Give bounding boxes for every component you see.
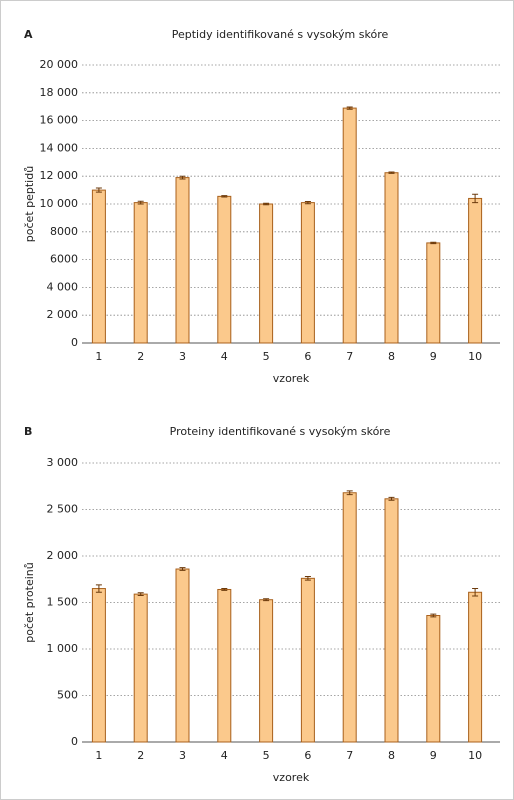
x-tick-label: 1 bbox=[95, 350, 102, 363]
chart-title: Peptidy identifikované s vysokým skóre bbox=[172, 28, 389, 41]
y-tick-label: 2 000 bbox=[47, 549, 79, 562]
error-bar bbox=[179, 175, 186, 180]
bar bbox=[175, 177, 190, 344]
x-tick-label: 8 bbox=[388, 749, 395, 762]
bar bbox=[175, 568, 190, 743]
x-tick-label: 10 bbox=[468, 350, 482, 363]
bar bbox=[384, 498, 399, 743]
x-tick-label: 7 bbox=[346, 350, 353, 363]
bar bbox=[91, 189, 106, 344]
x-tick-label: 3 bbox=[179, 350, 186, 363]
error-bar bbox=[263, 202, 270, 206]
y-tick-label: 4 000 bbox=[47, 280, 79, 293]
error-bar bbox=[346, 106, 353, 110]
bar bbox=[468, 591, 483, 743]
x-tick-label: 5 bbox=[263, 350, 270, 363]
y-tick-label: 16 000 bbox=[40, 114, 79, 127]
y-tick-label: 2 500 bbox=[47, 503, 79, 516]
chart-title: Proteiny identifikované s vysokým skóre bbox=[170, 425, 391, 438]
x-tick-label: 9 bbox=[430, 749, 437, 762]
error-bar bbox=[95, 584, 102, 593]
x-tick-label: 9 bbox=[430, 350, 437, 363]
bar bbox=[342, 492, 357, 743]
bar bbox=[133, 593, 148, 743]
bar bbox=[259, 203, 274, 344]
y-tick-label: 0 bbox=[71, 336, 78, 349]
x-tick-label: 4 bbox=[221, 350, 228, 363]
x-tick-label: 5 bbox=[263, 749, 270, 762]
bar bbox=[259, 599, 274, 743]
x-tick-label: 1 bbox=[95, 749, 102, 762]
y-tick-label: 20 000 bbox=[40, 58, 79, 71]
y-tick-label: 14 000 bbox=[40, 141, 79, 154]
y-tick-label: 1 000 bbox=[47, 642, 79, 655]
error-bar bbox=[430, 613, 437, 618]
error-bar bbox=[388, 171, 395, 174]
y-tick-label: 2 000 bbox=[47, 308, 79, 321]
y-tick-label: 1 500 bbox=[47, 596, 79, 609]
y-tick-label: 3 000 bbox=[47, 456, 79, 469]
y-tick-label: 8000 bbox=[50, 225, 78, 238]
y-tick-label: 12 000 bbox=[40, 169, 79, 182]
error-bar bbox=[304, 200, 311, 205]
bar bbox=[342, 107, 357, 344]
x-axis-label: vzorek bbox=[273, 771, 310, 784]
x-tick-label: 10 bbox=[468, 749, 482, 762]
error-bar bbox=[430, 241, 437, 245]
x-axis-label: vzorek bbox=[273, 372, 310, 385]
bar bbox=[217, 195, 232, 344]
x-tick-label: 7 bbox=[346, 749, 353, 762]
x-tick-label: 2 bbox=[137, 749, 144, 762]
bar bbox=[133, 202, 148, 344]
bar bbox=[217, 588, 232, 743]
y-tick-label: 18 000 bbox=[40, 86, 79, 99]
y-axis-label: počet proteinů bbox=[23, 562, 36, 642]
x-tick-label: 3 bbox=[179, 749, 186, 762]
error-bar bbox=[221, 588, 228, 591]
bar bbox=[468, 197, 483, 344]
panel-label: B bbox=[24, 425, 32, 438]
error-bar bbox=[263, 598, 270, 602]
error-bar bbox=[221, 195, 228, 198]
bar bbox=[384, 172, 399, 344]
x-tick-label: 2 bbox=[137, 350, 144, 363]
bar bbox=[300, 577, 315, 743]
bar bbox=[91, 588, 106, 743]
error-bar bbox=[388, 496, 395, 501]
error-bar bbox=[472, 588, 479, 597]
error-bar bbox=[137, 592, 144, 597]
y-tick-label: 6000 bbox=[50, 253, 78, 266]
bar bbox=[300, 202, 315, 344]
error-bar bbox=[346, 490, 353, 496]
error-bar bbox=[304, 575, 311, 581]
x-tick-label: 6 bbox=[304, 749, 311, 762]
error-bar bbox=[472, 193, 479, 204]
x-tick-label: 4 bbox=[221, 749, 228, 762]
bar bbox=[426, 615, 441, 743]
x-tick-label: 6 bbox=[304, 350, 311, 363]
y-tick-label: 0 bbox=[71, 735, 78, 748]
error-bar bbox=[179, 567, 186, 571]
error-bar bbox=[137, 200, 144, 205]
y-axis-label: počet peptidů bbox=[23, 166, 36, 242]
bar bbox=[426, 242, 441, 344]
y-tick-label: 500 bbox=[57, 689, 78, 702]
panel-label: A bbox=[24, 28, 33, 41]
error-bar bbox=[95, 187, 102, 193]
y-tick-label: 10 000 bbox=[40, 197, 79, 210]
x-tick-label: 8 bbox=[388, 350, 395, 363]
